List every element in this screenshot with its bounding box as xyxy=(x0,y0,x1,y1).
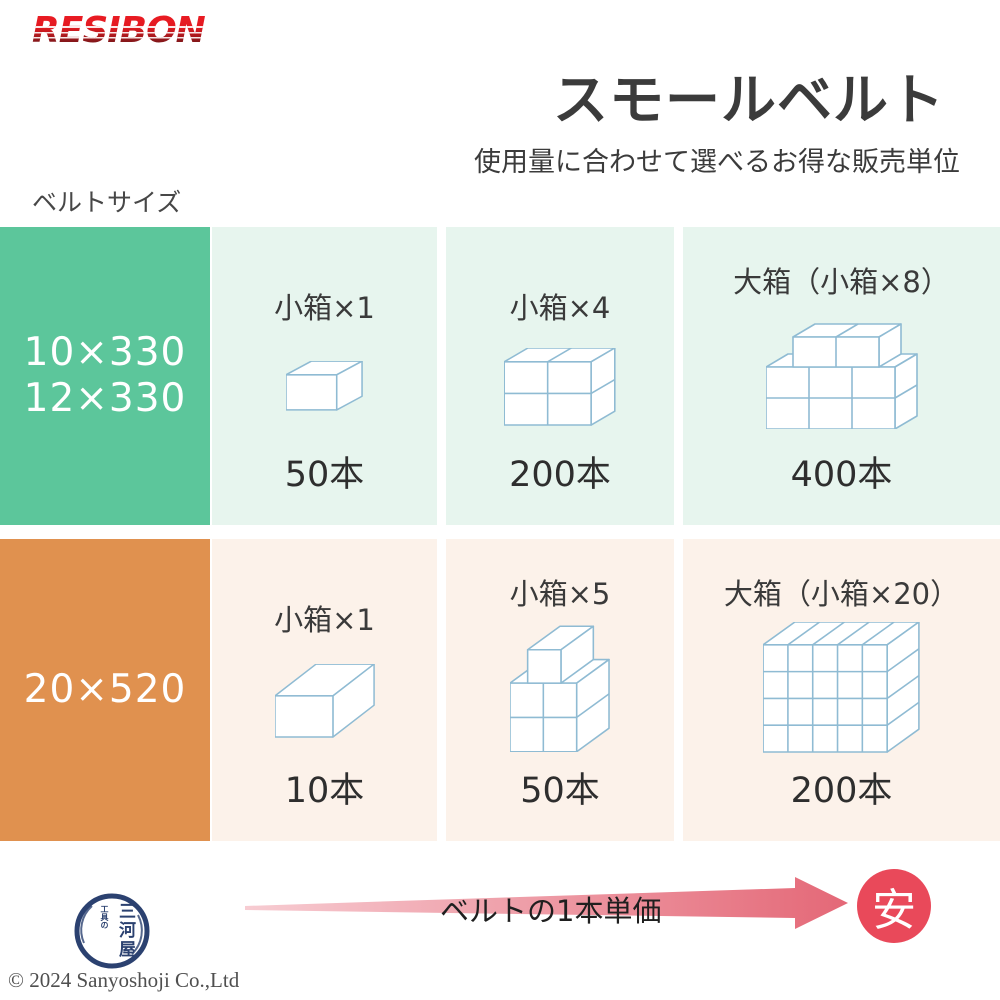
price-arrow-icon xyxy=(245,877,848,929)
piece-count: 400本 xyxy=(790,455,893,495)
icon-area xyxy=(274,639,375,762)
box-stack-5-icon xyxy=(510,624,610,752)
cell-r2-big-box-20: 大箱（小箱×20） xyxy=(683,539,1000,841)
copyright-text: © 2024 Sanyoshoji Co.,Ltd xyxy=(8,968,240,992)
pack-label: 小箱×1 xyxy=(274,603,375,637)
size-line: 20×520 xyxy=(23,666,187,712)
belt-size-label: ベルトサイズ xyxy=(32,188,182,217)
size-line: 12×330 xyxy=(23,376,187,421)
pack-label: 小箱×5 xyxy=(509,577,611,611)
pack-label: 大箱（小箱×8） xyxy=(733,265,950,299)
cell-r2-small-box-5: 小箱×5 50本 xyxy=(446,539,674,841)
icon-area xyxy=(504,327,616,446)
cell-r1-big-box-8: 大箱（小箱×8） xyxy=(683,227,1000,525)
box-long-1-icon xyxy=(274,663,375,738)
row-belt-10x330-12x330: 10×330 12×330 小箱×1 50本 小箱×4 xyxy=(0,227,1000,525)
icon-area xyxy=(765,301,918,446)
pack-label: 小箱×1 xyxy=(274,291,375,325)
page-subtitle: 使用量に合わせて選べるお得な販売単位 xyxy=(474,147,960,178)
size-line: 10×330 xyxy=(23,329,187,375)
mikawaya-stamp-icon xyxy=(74,893,150,969)
pack-label: 大箱（小箱×20） xyxy=(723,577,960,611)
icon-area xyxy=(763,613,920,762)
box-stack-20-icon xyxy=(763,622,920,753)
box-stack-4-icon xyxy=(504,347,616,426)
size-block-orange: 20×520 xyxy=(0,539,210,841)
box-stack-8-icon xyxy=(765,322,918,429)
row-belt-20x520: 20×520 小箱×1 10本 小箱×5 xyxy=(0,539,1000,841)
stamp-sub-text: 工具の xyxy=(100,905,109,929)
page-title: スモールベルト xyxy=(552,68,945,132)
box-stack-1-icon xyxy=(285,361,363,411)
piece-count: 200本 xyxy=(790,771,893,811)
piece-count: 50本 xyxy=(284,455,365,495)
stamp-main-text: 三河屋 xyxy=(115,902,135,959)
piece-count: 10本 xyxy=(284,771,365,811)
size-block-green: 10×330 12×330 xyxy=(0,227,210,525)
cell-r1-small-box-4: 小箱×4 200本 xyxy=(446,227,674,525)
icon-area xyxy=(510,613,610,762)
cell-r1-small-box-1: 小箱×1 50本 xyxy=(212,227,437,525)
cheap-badge: 安 xyxy=(857,869,931,943)
cell-r2-small-box-1: 小箱×1 10本 xyxy=(212,539,437,841)
resibon-brand-logo: RESIBON xyxy=(32,10,205,51)
unit-price-label: ベルトの1本単価 xyxy=(440,894,662,928)
piece-count: 50本 xyxy=(520,771,600,811)
piece-count: 200本 xyxy=(509,455,611,495)
icon-area xyxy=(285,327,364,446)
pack-label: 小箱×4 xyxy=(509,291,611,325)
